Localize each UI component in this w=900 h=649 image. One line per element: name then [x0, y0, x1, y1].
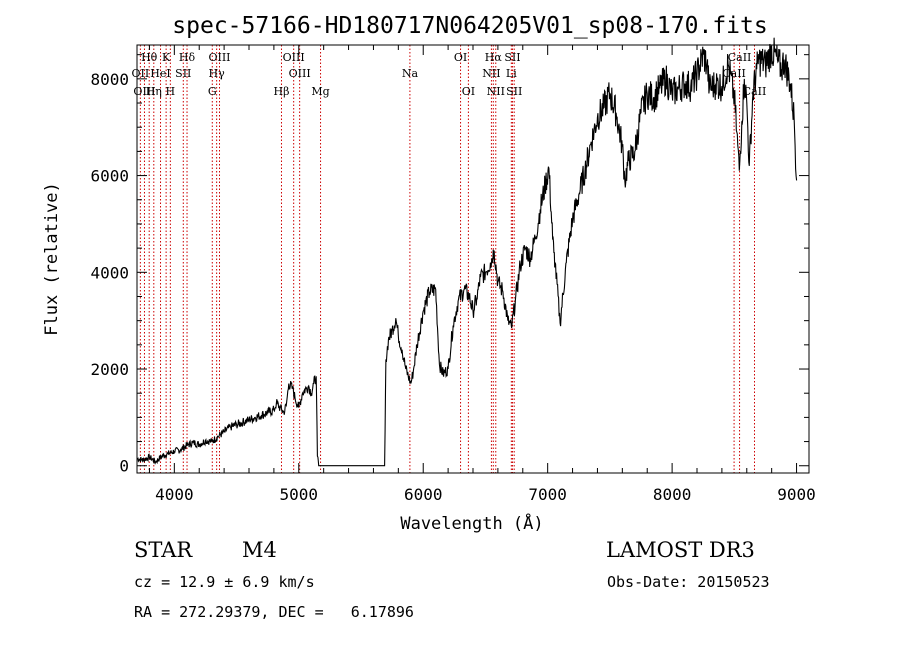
x-axis-label: Wavelength (Å)	[400, 512, 543, 534]
object-subclass: M4	[242, 538, 277, 562]
x-tick-label: 8000	[653, 485, 692, 504]
redshift-value: cz = 12.9 ± 6.9 km/s	[134, 573, 315, 591]
y-axis-label: Flux (relative)	[42, 182, 62, 336]
spectral-line-label: Na	[402, 67, 419, 80]
spectral-line-label: CaII	[722, 67, 746, 80]
spectral-line-label: Hγ	[209, 67, 226, 80]
object-class: STAR	[134, 538, 193, 562]
y-tick-label: 8000	[90, 70, 129, 89]
spectral-line-label: Hβ	[274, 85, 290, 98]
x-tick-label: 4000	[155, 485, 194, 504]
y-tick-label: 4000	[90, 263, 129, 282]
spectral-line-label: Mg	[311, 85, 329, 98]
spectral-line-label: SII	[506, 85, 522, 98]
chart-title: spec-57166-HD180717N064205V01_sp08-170.f…	[172, 13, 767, 39]
spectral-line-markers	[139, 45, 755, 473]
spectral-line-label: OI	[454, 51, 467, 64]
spectral-line-label: SII	[504, 51, 520, 64]
spectral-line-label: Hθ	[141, 51, 158, 64]
spectral-line-label: OI	[462, 85, 475, 98]
spectrum-chart: spec-57166-HD180717N064205V01_sp08-170.f…	[42, 13, 816, 534]
y-tick-label: 6000	[90, 167, 129, 186]
spectral-line-label: G	[208, 85, 217, 98]
x-tick-label: 9000	[777, 485, 816, 504]
spectral-line-label: CaII	[728, 51, 752, 64]
spectral-line-label: Hδ	[179, 51, 196, 64]
x-tick-label: 7000	[528, 485, 567, 504]
spectral-line-label: OIII	[289, 67, 311, 80]
spectral-line-label: H	[166, 85, 176, 98]
spectral-line-label: OIII	[208, 51, 230, 64]
spectral-line-label: Hα	[485, 51, 503, 64]
spectral-line-labels: Hθ OII OIII K HeI Hη SII H Hδ OIII Hγ G OIII OIII Hβ Mg…	[132, 51, 767, 98]
y-tick-label: 0	[119, 457, 129, 476]
y-tick-label: 2000	[90, 360, 129, 379]
spectral-line-label: NII	[482, 67, 500, 80]
spectral-line-label: Hη	[146, 85, 162, 98]
x-tick-label: 5000	[280, 485, 319, 504]
x-axis-ticks: 4000 5000 6000 7000 8000 9000	[148, 45, 816, 504]
spectral-line-label: K	[162, 51, 171, 64]
observation-date: Obs-Date: 20150523	[607, 573, 770, 591]
survey-name: LAMOST DR3	[606, 538, 755, 562]
spectral-line-label: HeI	[150, 67, 170, 80]
spectrum-line	[136, 37, 798, 467]
spectral-line-label: CaII	[743, 85, 767, 98]
spectral-line-label: NII	[487, 85, 505, 98]
spectral-line-label: Li	[506, 67, 517, 80]
spectral-line-label: SII	[175, 67, 191, 80]
spectral-line-label: OIII	[283, 51, 305, 64]
spectral-line-label: OIII	[133, 85, 155, 98]
x-tick-label: 6000	[404, 485, 443, 504]
spectral-line-label: OII	[132, 67, 150, 80]
coordinates: RA = 272.29379, DEC = 6.17896	[134, 603, 414, 621]
plot-frame	[136, 44, 810, 474]
y-axis-ticks: 0 2000 4000 6000 8000	[90, 54, 809, 476]
